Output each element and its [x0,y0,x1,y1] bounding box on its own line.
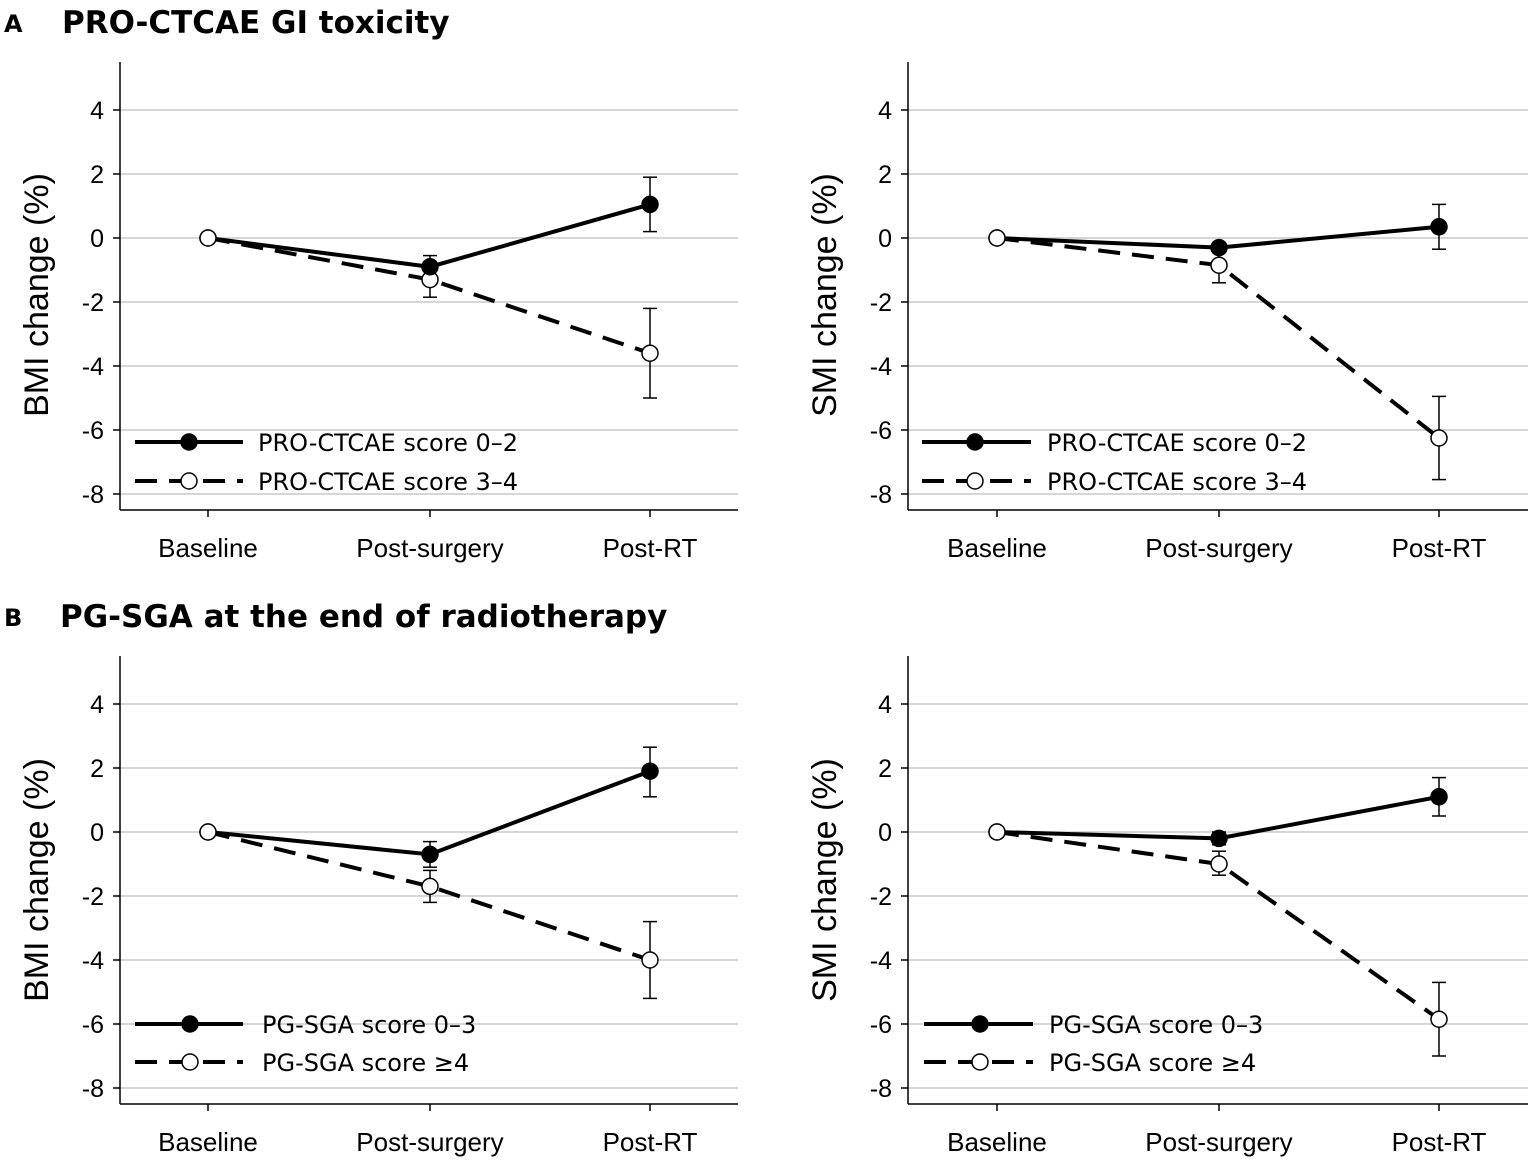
legend-marker [971,1015,989,1033]
data-point [641,344,659,362]
section-b-letter: B [4,604,22,632]
y-tick-label: -8 [870,1075,892,1103]
y-tick-label: 4 [878,691,892,719]
data-point [641,762,659,780]
chart-b-smi: -8 -6 -4 -2 0 2 4 Baseline Post-surgery Post-RT SM… [806,656,1528,1157]
data-point [1210,238,1228,257]
x-tick-label: Baseline [947,1127,1047,1157]
y-tick-label: -2 [82,289,104,317]
y-tick-label: -2 [82,883,104,911]
x-tick-label: Post-RT [603,533,698,563]
x-tick-label: Baseline [158,1127,258,1157]
legend-label: PRO-CTCAE score 0–2 [1047,429,1307,457]
chart-a-bmi: -8 -6 -4 -2 0 2 4 Baseline Post-surgery Post-RT BM… [18,62,738,563]
legend-label: PG-SGA score ≥4 [1049,1049,1256,1077]
y-tick-label: 4 [90,97,104,125]
legend-marker [966,433,984,451]
legend-label: PRO-CTCAE score 0–2 [258,429,518,457]
y-tick-label: -6 [870,417,892,445]
y-tick-label: 2 [90,755,104,783]
data-point [641,195,659,214]
y-tick-label: 2 [878,755,892,783]
data-point [1210,256,1228,274]
series-line-dashed [207,830,651,962]
x-tick-label: Post-surgery [1145,533,1292,563]
data-point [421,258,439,276]
data-point [199,823,217,841]
y-tick-label: -4 [870,947,892,975]
legend-label: PG-SGA score ≥4 [262,1049,469,1077]
y-tick-label: 2 [90,161,104,189]
y-axis-label: SMI change (%) [806,758,844,1002]
legend-label: PG-SGA score 0–3 [262,1011,476,1039]
legend-label: PRO-CTCAE score 3–4 [1047,468,1307,496]
y-tick-label: -2 [870,289,892,317]
y-tick-label: 0 [90,819,104,847]
y-tick-label: 2 [878,161,892,189]
data-point [988,229,1006,247]
legend-marker [181,1015,199,1033]
legend-marker [971,1053,989,1071]
y-axis-label: BMI change (%) [18,758,56,1002]
y-tick-label: 4 [90,691,104,719]
y-tick-label: 0 [90,225,104,253]
legend-label: PRO-CTCAE score 3–4 [258,468,518,496]
data-point [988,823,1006,841]
x-tick-label: Post-RT [1392,1127,1487,1157]
y-tick-label: -8 [870,481,892,509]
data-point [1430,788,1448,806]
data-point [1210,855,1228,873]
y-tick-label: -4 [82,353,104,381]
section-a-letter: A [4,10,23,38]
y-tick-label: -2 [870,883,892,911]
x-tick-label: Post-RT [1392,533,1487,563]
y-tick-label: 4 [878,97,892,125]
y-tick-label: -6 [870,1011,892,1039]
y-tick-label: -6 [82,417,104,445]
y-tick-label: -8 [82,481,104,509]
y-tick-label: 0 [878,819,892,847]
x-tick-label: Baseline [158,533,258,563]
legend-marker [966,472,984,490]
x-tick-label: Post-surgery [356,533,503,563]
legend-marker [180,433,198,451]
data-point [421,877,439,896]
data-point [1210,829,1228,848]
data-point [641,951,659,969]
y-tick-label: 0 [878,225,892,253]
chart-a-smi: -8 -6 -4 -2 0 2 4 Baseline Post-surgery Post-RT SM… [806,62,1528,563]
x-tick-label: Post-surgery [356,1127,503,1157]
y-tick-label: -4 [870,353,892,381]
x-tick-label: Baseline [947,533,1047,563]
data-point [199,229,217,247]
y-tick-label: -4 [82,947,104,975]
data-point [1430,218,1448,236]
y-axis-label: SMI change (%) [806,173,844,417]
x-tick-label: Post-surgery [1145,1127,1292,1157]
section-a-title: PRO-CTCAE GI toxicity [62,5,450,41]
x-tick-label: Post-RT [603,1127,698,1157]
chart-b-bmi: -8 -6 -4 -2 0 2 4 Baseline Post-surgery Post-RT BM… [18,656,738,1157]
legend-marker [180,472,198,490]
y-tick-label: -8 [82,1075,104,1103]
y-axis-label: BMI change (%) [18,173,56,417]
data-point [421,845,439,864]
data-point [1430,1010,1448,1028]
section-b-title: PG-SGA at the end of radiotherapy [60,599,667,635]
legend-marker [181,1053,199,1071]
series-line-solid [207,202,651,269]
data-point [1430,429,1448,447]
y-tick-label: -6 [82,1011,104,1039]
legend-label: PG-SGA score 0–3 [1049,1011,1263,1039]
